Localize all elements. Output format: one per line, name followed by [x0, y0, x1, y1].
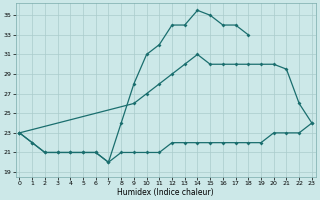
X-axis label: Humidex (Indice chaleur): Humidex (Indice chaleur) — [117, 188, 214, 197]
